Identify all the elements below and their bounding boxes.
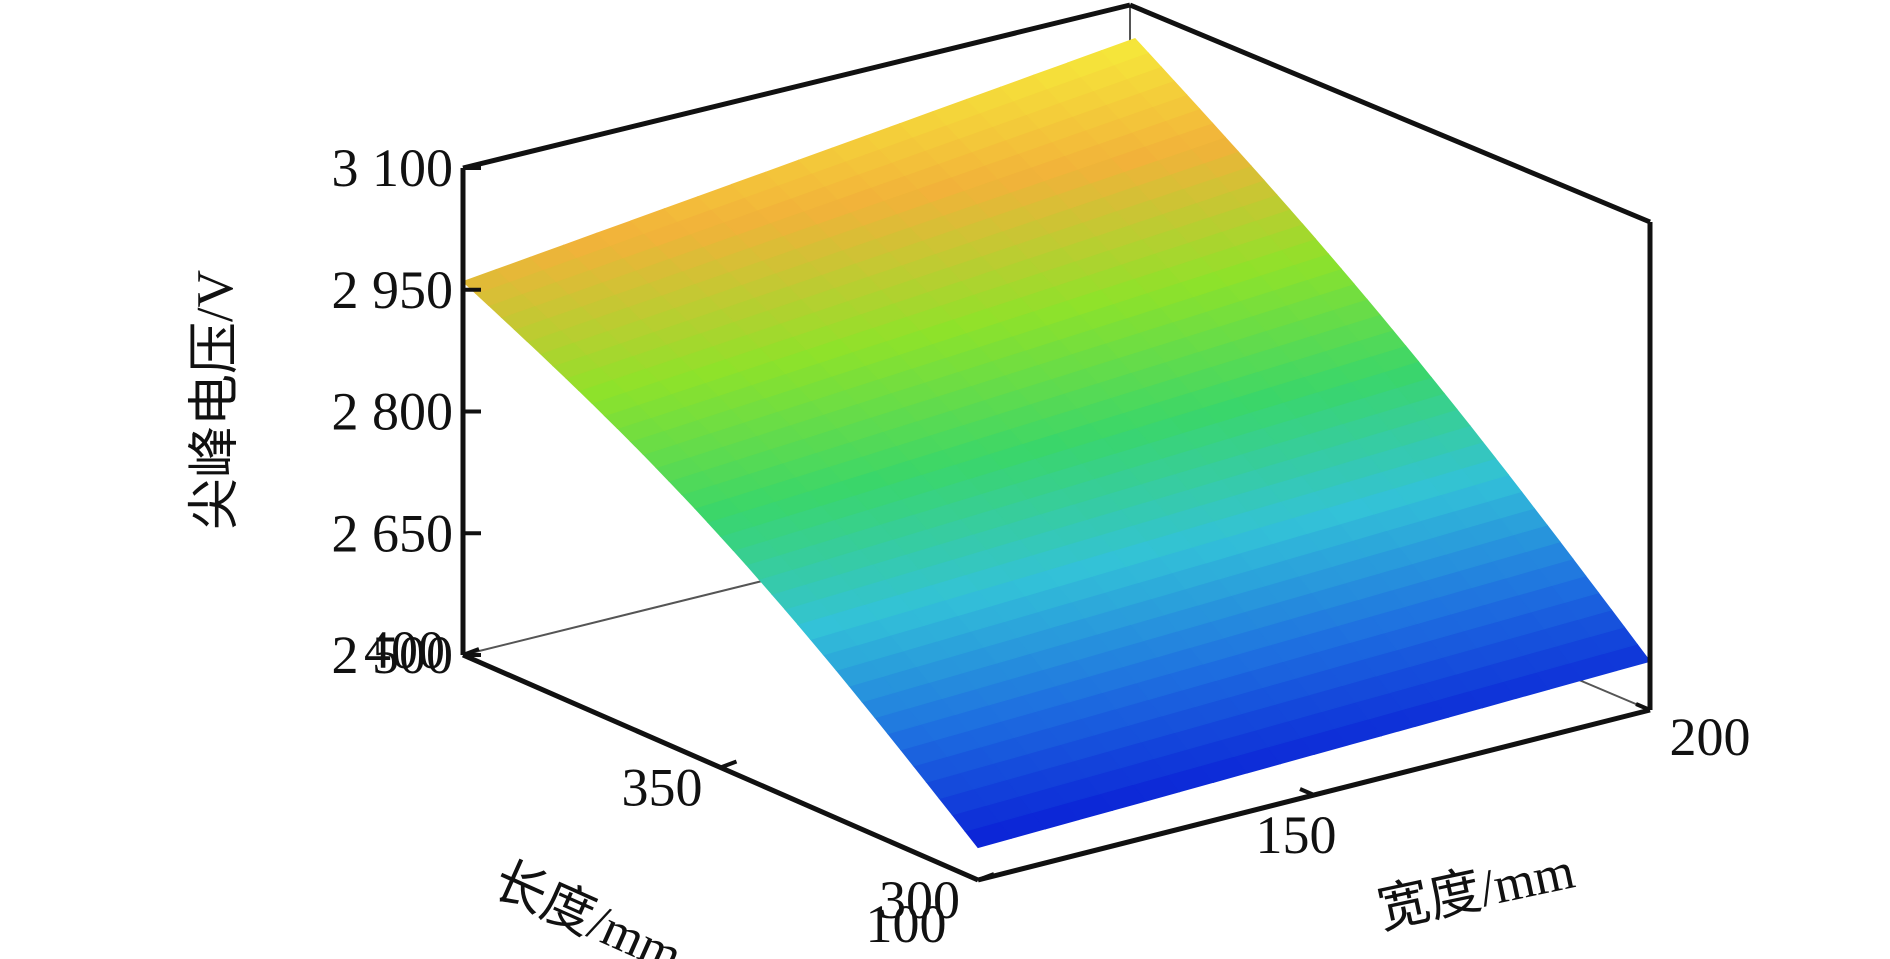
tick-marks (462, 166, 1651, 882)
x-tick-label: 350 (622, 758, 703, 818)
z-tick-label: 2 500 (332, 625, 454, 685)
surface-patch (1100, 38, 1149, 66)
y-tick-mark (963, 872, 979, 882)
x-tick-mark (462, 647, 480, 657)
y-tick-label: 200 (1670, 707, 1751, 767)
x-tick-mark (977, 872, 995, 882)
x-axis-title: 长度/mm (485, 852, 690, 959)
x-tick-label: 400 (364, 620, 445, 680)
z-tick-label: 2 650 (332, 503, 454, 563)
x-tick-mark (719, 759, 738, 770)
x-tick-label: 300 (879, 870, 960, 930)
z-tick-label: 3 100 (332, 138, 454, 198)
y-tick-mark (1299, 787, 1315, 797)
z-tick-label: 2 950 (332, 260, 454, 320)
surface (462, 38, 1651, 849)
y-tick-label: 100 (866, 894, 947, 954)
y-tick-label: 150 (1256, 805, 1337, 865)
z-axis-title: 尖峰电压/V (187, 270, 244, 530)
top-right-edge (1129, 2, 1651, 225)
y-axis-title: 宽度/mm (1373, 843, 1580, 940)
y-tick-mark (1635, 702, 1651, 712)
z-tick-label: 2 800 (332, 382, 454, 442)
top-left-edge (462, 2, 1131, 171)
